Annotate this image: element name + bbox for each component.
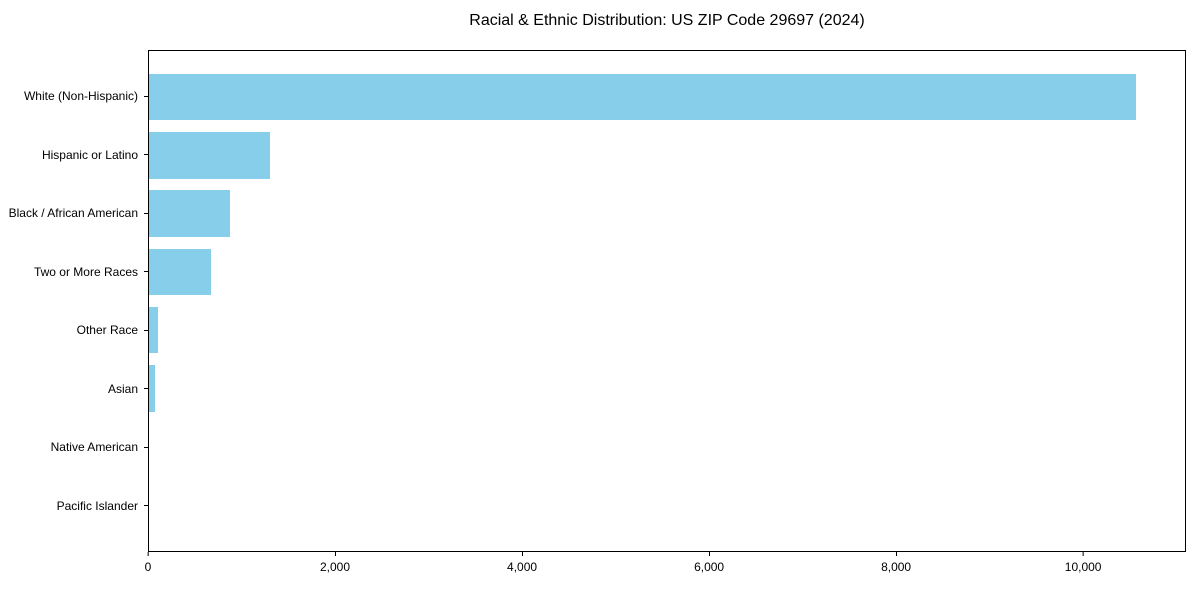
bar-row bbox=[149, 126, 1185, 184]
y-tick-mark bbox=[144, 95, 148, 97]
bar bbox=[149, 248, 211, 296]
bar bbox=[149, 132, 271, 179]
y-tick-mark bbox=[144, 212, 148, 214]
x-tick: 6,000 bbox=[694, 552, 724, 574]
bar-row bbox=[149, 243, 1185, 301]
y-axis-label: Hispanic or Latino bbox=[41, 147, 138, 162]
x-tick-label: 0 bbox=[144, 560, 152, 574]
y-axis-label: Pacific Islander bbox=[56, 498, 138, 513]
x-tick-mark bbox=[708, 552, 710, 556]
x-tick-label: 6,000 bbox=[694, 560, 725, 574]
y-tick-mark bbox=[144, 271, 148, 273]
y-label-row: Native American bbox=[0, 418, 148, 477]
x-tick-mark bbox=[1082, 552, 1084, 556]
bar bbox=[149, 73, 1136, 121]
y-label-row: Black / African American bbox=[0, 184, 148, 243]
x-tick: 0 bbox=[144, 552, 152, 574]
x-tick-mark bbox=[895, 552, 897, 556]
y-label-row: White (Non-Hispanic) bbox=[0, 67, 148, 126]
y-axis: White (Non-Hispanic) Hispanic or Latino Bl… bbox=[0, 50, 148, 552]
y-axis-label: Two or More Races bbox=[33, 264, 138, 279]
bar bbox=[149, 365, 155, 412]
y-label-row: Other Race bbox=[0, 301, 148, 360]
x-tick-label: 4,000 bbox=[507, 560, 538, 574]
bar-row bbox=[149, 359, 1185, 417]
chart-title: Racial & Ethnic Distribution: US ZIP Cod… bbox=[469, 12, 865, 29]
x-tick-label: 10,000 bbox=[1064, 560, 1102, 574]
x-tick: 4,000 bbox=[507, 552, 537, 574]
x-tick-mark bbox=[521, 552, 523, 556]
y-tick-mark bbox=[144, 388, 148, 390]
y-axis-label: Native American bbox=[50, 440, 138, 455]
x-tick-mark bbox=[147, 552, 149, 556]
y-tick-mark bbox=[144, 329, 148, 331]
plot-area bbox=[148, 50, 1186, 552]
y-label-row: Two or More Races bbox=[0, 243, 148, 302]
x-tick: 8,000 bbox=[881, 552, 911, 574]
bar bbox=[149, 190, 231, 237]
bar bbox=[149, 306, 158, 354]
bar-row bbox=[149, 476, 1185, 534]
x-tick: 2,000 bbox=[320, 552, 350, 574]
y-label-row: Hispanic or Latino bbox=[0, 126, 148, 185]
bar-row bbox=[149, 301, 1185, 359]
y-tick-mark bbox=[144, 446, 148, 448]
x-tick-label: 8,000 bbox=[881, 560, 912, 574]
x-axis: 0 2,000 4,000 6,000 8,000 10,000 bbox=[144, 552, 1186, 586]
x-tick-label: 2,000 bbox=[320, 560, 351, 574]
y-axis-label: Other Race bbox=[76, 323, 138, 338]
y-axis-label: White (Non-Hispanic) bbox=[23, 89, 138, 104]
bar-row bbox=[149, 185, 1185, 243]
y-tick-mark bbox=[144, 505, 148, 507]
y-axis-label: Black / African American bbox=[8, 206, 138, 221]
y-label-row: Pacific Islander bbox=[0, 477, 148, 536]
bar-row bbox=[149, 418, 1185, 476]
y-tick-mark bbox=[144, 154, 148, 156]
y-label-row: Asian bbox=[0, 360, 148, 419]
y-axis-label: Asian bbox=[107, 381, 138, 396]
x-tick-mark bbox=[334, 552, 336, 556]
x-tick: 10,000 bbox=[1064, 552, 1102, 574]
bar-row bbox=[149, 68, 1185, 126]
